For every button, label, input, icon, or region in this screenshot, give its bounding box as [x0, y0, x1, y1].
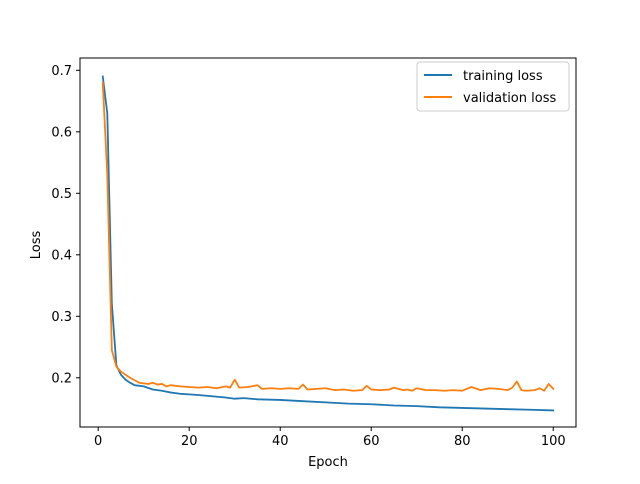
series-line-validation-loss — [101, 81, 555, 392]
y-tick-label: 0.6 — [51, 125, 72, 140]
x-tick-label: 40 — [272, 434, 289, 449]
x-tick-label: 0 — [94, 434, 102, 449]
y-tick-label: 0.7 — [51, 64, 72, 79]
x-tick-label: 20 — [181, 434, 198, 449]
legend-label-validation-loss: validation loss — [463, 91, 556, 106]
y-tick-label: 0.4 — [51, 248, 72, 263]
legend-label-training-loss: training loss — [463, 69, 543, 84]
y-tick-label: 0.5 — [51, 187, 72, 202]
legend-frame — [416, 61, 570, 112]
axes-frame — [79, 57, 577, 428]
y-tick-label: 0.2 — [51, 371, 72, 386]
y-tick-label: 0.3 — [51, 310, 72, 325]
series-group — [101, 75, 555, 412]
axes-group — [79, 57, 577, 428]
x-axis-label: Epoch — [308, 455, 348, 470]
x-tick-label: 100 — [541, 434, 566, 449]
x-tick-label: 60 — [363, 434, 380, 449]
y-axis-label: Loss — [29, 231, 44, 260]
ticks-group: 0 20 40 60 80 100 0.2 0.3 0.4 0.5 0.6 0.7 — [51, 64, 565, 449]
x-tick-label: 80 — [454, 434, 471, 449]
series-line-training-loss — [101, 75, 555, 412]
legend: training loss validation loss — [416, 61, 570, 112]
